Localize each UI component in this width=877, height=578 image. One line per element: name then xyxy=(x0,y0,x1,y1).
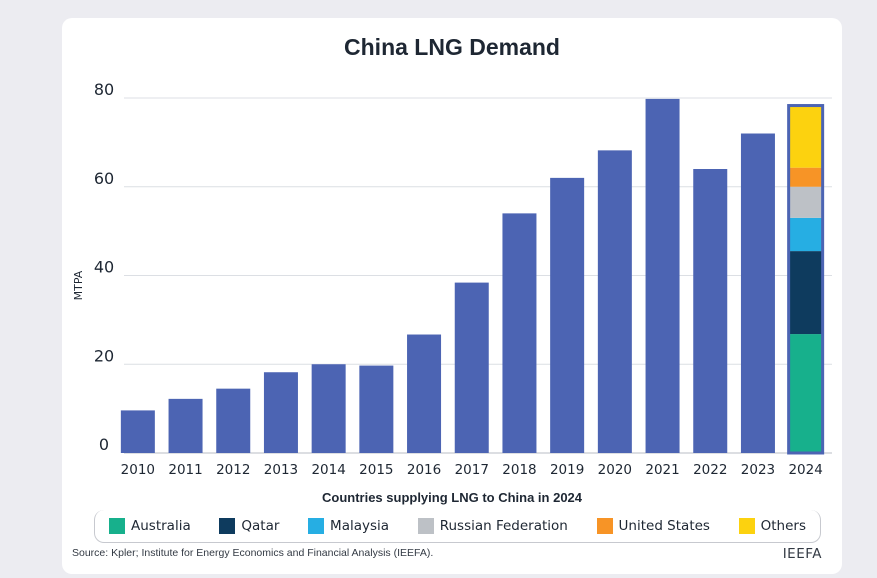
x-tick-label: 2017 xyxy=(455,462,489,478)
stacked-bar-segment xyxy=(788,217,823,252)
x-tick-label: 2012 xyxy=(216,462,250,478)
y-tick-label: 0 xyxy=(99,435,109,454)
chart-card: China LNG Demand 0 20 40 60 80 MTPA 2010 2011 20… xyxy=(62,18,842,574)
bar xyxy=(216,388,251,453)
legend-item: Qatar xyxy=(219,518,279,534)
bar xyxy=(502,213,537,453)
y-axis-label: MTPA xyxy=(72,270,85,300)
legend-swatch xyxy=(308,518,325,534)
bar xyxy=(645,98,680,453)
legend-item: Others xyxy=(738,518,806,534)
bar xyxy=(168,398,203,453)
y-tick-label: 40 xyxy=(94,258,114,277)
legend-swatch xyxy=(738,518,755,534)
stacked-bar-segment xyxy=(788,186,823,218)
x-tick-label: 2023 xyxy=(741,462,775,478)
y-tick-label: 20 xyxy=(94,346,114,365)
x-tick-label: 2011 xyxy=(168,462,202,478)
bar xyxy=(120,410,155,453)
bar xyxy=(407,334,442,453)
stacked-bar-segment xyxy=(788,334,823,453)
stacked-bar-segment xyxy=(788,251,823,335)
stacked-bar-segment xyxy=(788,167,823,187)
bar xyxy=(597,150,632,454)
y-tick-label: 60 xyxy=(94,169,114,188)
x-tick-label: 2024 xyxy=(788,462,822,478)
bar xyxy=(454,282,489,453)
x-tick-label: 2020 xyxy=(598,462,632,478)
legend-title: Countries supplying LNG to China in 2024 xyxy=(321,490,583,505)
legend-swatch xyxy=(417,518,434,534)
legend-item: Australia xyxy=(109,518,191,534)
chart-title: China LNG Demand xyxy=(344,34,560,60)
bar xyxy=(311,364,346,453)
legend-label: United States xyxy=(618,518,710,534)
bar xyxy=(693,169,728,453)
x-tick-label: 2019 xyxy=(550,462,584,478)
x-tick-label: 2013 xyxy=(264,462,298,478)
legend-label: Others xyxy=(760,518,806,534)
legend-item: United States xyxy=(596,518,710,534)
bar xyxy=(740,133,775,453)
x-tick-label: 2010 xyxy=(121,462,155,478)
legend-label: Australia xyxy=(131,518,191,534)
x-tick-label: 2022 xyxy=(693,462,727,478)
stacked-bar-segment xyxy=(788,105,823,168)
brand-label: IEEFA xyxy=(782,546,822,562)
x-tick-label: 2015 xyxy=(359,462,393,478)
legend-label: Russian Federation xyxy=(439,518,568,534)
legend-label: Qatar xyxy=(241,518,280,534)
legend-item: Russian Federation xyxy=(417,518,568,534)
x-tick-label: 2018 xyxy=(502,462,536,478)
legend: Australia Qatar Malaysia Russian Federation… xyxy=(94,510,821,543)
legend-label: Malaysia xyxy=(330,518,390,534)
y-tick-label: 80 xyxy=(94,80,114,99)
x-tick-label: 2014 xyxy=(311,462,345,478)
x-tick-label: 2016 xyxy=(407,462,441,478)
bar-chart: 0 20 40 60 80 MTPA 2010 2011 2012 2013 2014 2015 201… xyxy=(72,80,832,478)
bar xyxy=(550,177,585,453)
x-tick-label: 2021 xyxy=(645,462,679,478)
stacked-bar-outline xyxy=(787,104,825,455)
source-note: Source: Kpler; Institute for Energy Econ… xyxy=(72,547,434,559)
legend-item: Malaysia xyxy=(308,518,389,534)
bar xyxy=(359,365,394,453)
legend-swatch xyxy=(109,518,125,534)
bar xyxy=(263,372,298,453)
legend-swatch xyxy=(219,518,236,534)
legend-swatch xyxy=(596,518,613,534)
